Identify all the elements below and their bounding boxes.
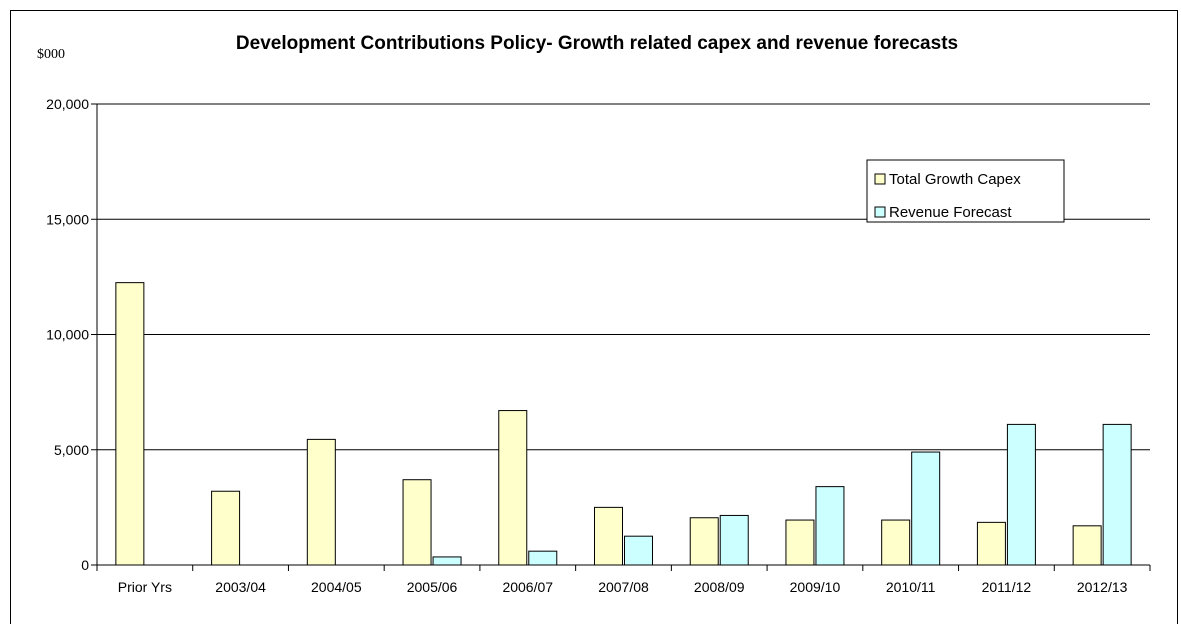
bar-revenue-forecast xyxy=(528,550,558,566)
legend-swatch xyxy=(874,173,886,185)
legend-label: Revenue Forecast xyxy=(889,204,1012,221)
y-unit-label: $000 xyxy=(37,47,65,62)
bar-revenue-forecast xyxy=(1102,423,1132,566)
axes: 0 5,000 10,000 15,000 20,000 Prior Yrs 2003/04… xyxy=(46,96,1151,595)
bar-total-growth-capex xyxy=(402,479,432,566)
x-tick-label: 2004/05 xyxy=(311,579,362,595)
bar-revenue-forecast xyxy=(911,451,941,566)
x-tick-label: Prior Yrs xyxy=(118,579,172,595)
y-tick-label: 5,000 xyxy=(54,442,89,458)
bar-total-growth-capex xyxy=(1072,525,1102,566)
bar-total-growth-capex xyxy=(211,490,241,566)
x-tick-label: 2011/12 xyxy=(982,579,1032,595)
x-tick-label: 2006/07 xyxy=(502,579,553,595)
bar-total-growth-capex xyxy=(689,517,719,566)
bar-total-growth-capex xyxy=(306,438,336,566)
x-tick-label: 2008/09 xyxy=(694,579,745,595)
x-tick-label: 2003/04 xyxy=(215,579,266,595)
gridlines xyxy=(97,103,1150,451)
y-tick-label: 0 xyxy=(81,557,89,573)
x-tick-label: 2010/11 xyxy=(886,579,936,595)
legend-label: Total Growth Capex xyxy=(889,171,1021,188)
chart-frame xyxy=(10,10,1178,624)
bar-revenue-forecast xyxy=(815,486,845,566)
bar-total-growth-capex xyxy=(115,282,145,566)
bar-revenue-forecast xyxy=(432,556,462,566)
legend-box xyxy=(866,159,1065,223)
bar-revenue-forecast xyxy=(1006,423,1036,566)
x-tick-label: 2009/10 xyxy=(790,579,841,595)
bar-total-growth-capex xyxy=(594,506,623,566)
bar-total-growth-capex xyxy=(881,519,911,566)
legend-swatch xyxy=(874,206,886,218)
bar-total-growth-capex xyxy=(498,410,528,566)
bars xyxy=(115,282,1132,566)
x-tick-label: 2007/08 xyxy=(598,579,649,595)
y-tick-label: 15,000 xyxy=(46,211,89,227)
x-tick-label: 2012/13 xyxy=(1077,579,1128,595)
y-tick-label: 10,000 xyxy=(46,327,89,343)
chart-title: Development Contributions Policy- Growth… xyxy=(236,33,958,54)
bar-total-growth-capex xyxy=(976,521,1006,566)
bar-revenue-forecast xyxy=(719,514,749,566)
y-tick-label: 20,000 xyxy=(46,96,89,112)
bar-revenue-forecast xyxy=(624,535,653,566)
x-tick-label: 2005/06 xyxy=(407,579,458,595)
bar-total-growth-capex xyxy=(785,519,815,566)
legend: Total Growth Capex Revenue Forecast xyxy=(866,159,1065,223)
